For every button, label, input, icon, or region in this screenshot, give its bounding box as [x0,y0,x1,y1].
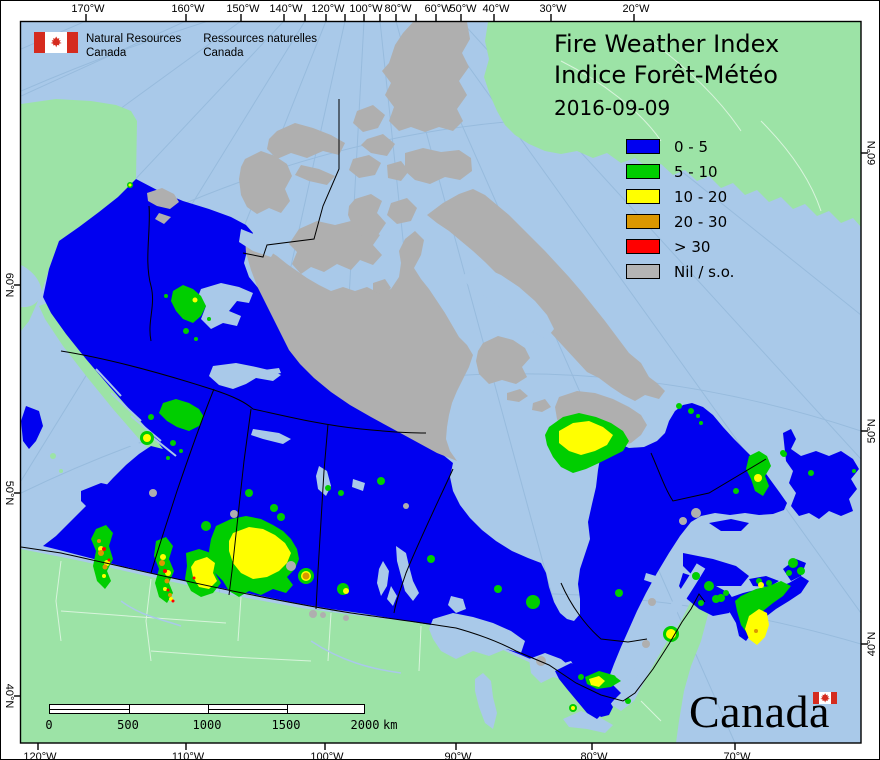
axis-bottom-label: 90°W [444,751,472,760]
ellesmere-island [382,22,470,132]
scale-label: 2000 [350,718,380,732]
alaska-landmass [21,99,137,331]
legend-row: Nil / s.o. [626,259,734,284]
map-title-line2: Indice Forêt-Météo [554,61,778,89]
axis-ticks [14,14,868,750]
lake-winnipeg [396,546,419,601]
nrcan-logo-text-fr: Ressources naturelles Canada [203,33,318,59]
great-slave-lake [209,363,281,389]
lakes-and-channels [21,229,706,733]
legend-row: 20 - 30 [626,209,734,234]
map-frame [19,20,862,744]
axis-top-label: 30°W [539,3,567,15]
legend-swatch-0-5 [626,139,660,154]
legend-row: > 30 [626,234,734,259]
banks-island [239,151,292,214]
lake-ontario [609,687,637,701]
legend-swatch-over-30 [626,239,660,254]
axis-left-label: 60°N [3,272,15,298]
axis-bottom-label: 110°W [171,751,205,760]
mainland-tundra [245,231,473,461]
scale-unit-label: km [383,718,398,732]
axis-right-label: 60°N [866,140,878,166]
lake-superior [429,613,525,659]
axis-right-label: 40°N [866,631,878,657]
axis-top-label: 140°W [269,3,303,15]
devon-island [405,148,472,184]
axis-top-label: 20°W [622,3,650,15]
legend-label: 0 - 5 [674,137,709,156]
axis-top-label: 40°W [482,3,510,15]
scale-label: 1500 [271,718,301,732]
canada-wordmark: Canada [689,686,830,737]
fwi-green-dots [127,182,856,712]
legend-label: 5 - 10 [674,162,718,181]
victoria-island [289,221,382,274]
axis-left-label: 50°N [3,480,15,506]
legend-label: 10 - 20 [674,187,728,206]
legend-row: 5 - 10 [626,159,734,184]
legend-label: 20 - 30 [674,212,728,231]
axis-top-label: 50°W [449,3,477,15]
axis-bottom-label: 80°W [580,751,608,760]
axis-top-label: 100°W [349,3,383,15]
legend-label: > 30 [674,237,711,256]
alaska-panhandle [39,303,171,459]
axis-left-label: 40°N [3,683,15,709]
axis-bottom-label: 100°W [310,751,344,760]
lake-athabasca [251,429,291,444]
scale-label: 0 [45,718,53,732]
fwi-region-5-10 [91,182,856,712]
legend-swatch-10-20 [626,189,660,204]
lake-huron [529,653,573,683]
axis-bottom-label: 70°W [723,751,751,760]
legend-swatch-5-10 [626,164,660,179]
fwi-region-over-30 [102,547,196,603]
non-canada-land [21,22,861,743]
axis-top-label: 60°W [424,3,452,15]
great-bear-lake [197,283,253,329]
fwi-region-20-30 [97,539,758,633]
nrcan-logo-text-en: Natural Resources Canada [86,33,182,59]
southampton-island [476,336,530,384]
legend-swatch-nil [626,264,660,279]
nil-station-dots [149,489,701,666]
nrcan-logo: Natural Resources Canada Ressources natu… [34,32,317,60]
ungava-peninsula [555,391,647,447]
legend: 0 - 5 5 - 10 10 - 20 20 - 30 > 30 Nil / … [626,134,734,284]
southern-ontario [555,663,621,719]
lake-erie [563,711,613,733]
axis-right-label: 50°N [866,418,878,444]
scale-label: 1000 [192,718,222,732]
map-title-line1: Fire Weather Index [554,30,780,58]
axis-top-label: 150°W [226,3,260,15]
legend-swatch-20-30 [626,214,660,229]
legend-row: 0 - 5 [626,134,734,159]
map-date: 2016-09-09 [554,96,671,120]
axis-top-label: 80°W [384,3,412,15]
lake-michigan [475,673,497,729]
legend-row: 10 - 20 [626,184,734,209]
axis-top-label: 160°W [171,3,205,15]
axis-top-label: 120°W [311,3,345,15]
legend-label: Nil / s.o. [674,262,735,281]
axis-top-label: 170°W [71,3,105,15]
scale-bar-graphic [49,704,365,714]
map-title-block: Fire Weather Index Indice Forêt-Météo 20… [554,29,779,123]
ocean [21,21,861,743]
wordmark-flag-icon [813,692,837,704]
us-rivers [120,600,402,674]
axis-bottom-label: 120°W [23,751,57,760]
scale-label: 500 [117,718,139,732]
canada-flag-icon [34,32,78,53]
foxe-basin [461,266,554,339]
